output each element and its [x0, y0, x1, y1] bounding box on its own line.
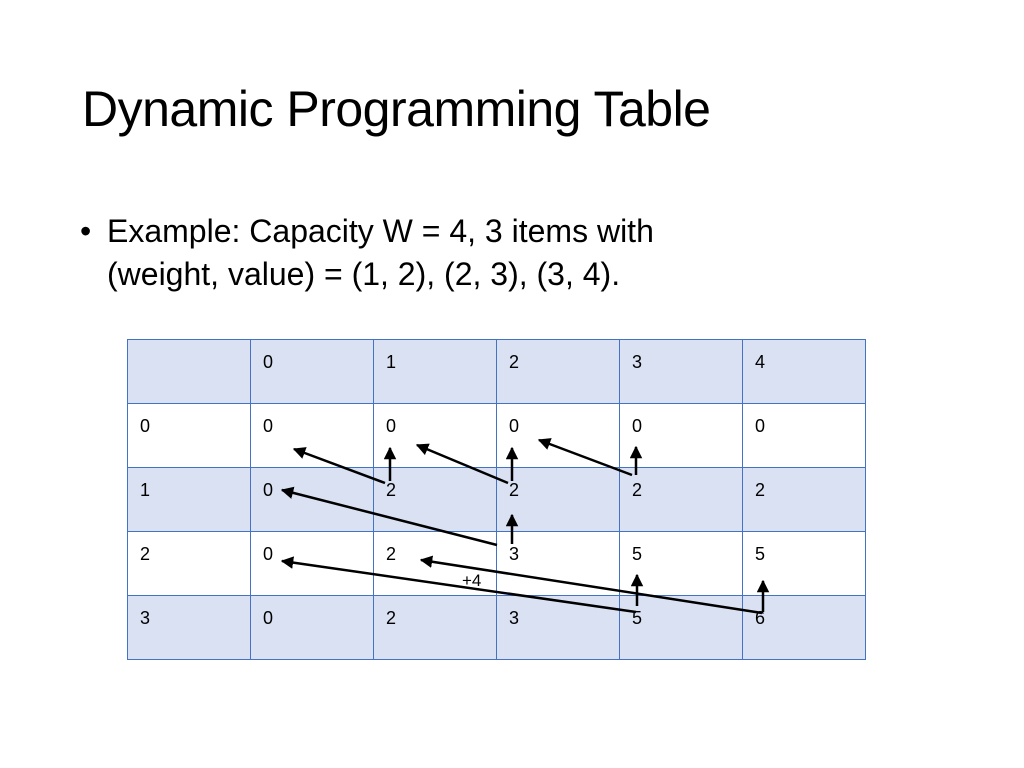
bullet-line: Example: Capacity W = 4, 3 items with: [107, 213, 654, 249]
table-cell: 5: [619, 595, 743, 660]
table-cell: 0: [250, 467, 374, 532]
slide-title: Dynamic Programming Table: [82, 81, 711, 137]
table-cell: 2: [373, 595, 497, 660]
header-cell: 3: [619, 339, 743, 404]
table-cell: 0: [250, 595, 374, 660]
bullet: • Example: Capacity W = 4, 3 items with …: [80, 210, 654, 296]
header-cell: 4: [742, 339, 866, 404]
table-cell: 3: [496, 531, 620, 596]
table-cell: 5: [742, 531, 866, 596]
annotation: +4: [462, 571, 482, 590]
row-label-cell: 1: [127, 467, 251, 532]
table-cell: 0: [250, 531, 374, 596]
table-cell: 0: [250, 403, 374, 468]
table-cell: 5: [619, 531, 743, 596]
table-cell: 0: [496, 403, 620, 468]
table-cell: 2: [742, 467, 866, 532]
row-label-cell: 2: [127, 531, 251, 596]
row-label-cell: 3: [127, 595, 251, 660]
table-cell: 2: [373, 467, 497, 532]
table-cell: 2: [619, 467, 743, 532]
table-cell: 6: [742, 595, 866, 660]
header-cell: 1: [373, 339, 497, 404]
row-label-cell: 0: [127, 403, 251, 468]
table-cell: 2: [496, 467, 620, 532]
table-cell: 0: [742, 403, 866, 468]
table-cell: 3: [496, 595, 620, 660]
table-cell: 0: [373, 403, 497, 468]
header-cell: 0: [250, 339, 374, 404]
corner-cell: [127, 339, 251, 404]
table-cell: 0: [619, 403, 743, 468]
bullet-line: (weight, value) = (1, 2), (2, 3), (3, 4)…: [107, 256, 621, 292]
header-cell: 2: [496, 339, 620, 404]
bullet-dot: •: [80, 213, 92, 249]
